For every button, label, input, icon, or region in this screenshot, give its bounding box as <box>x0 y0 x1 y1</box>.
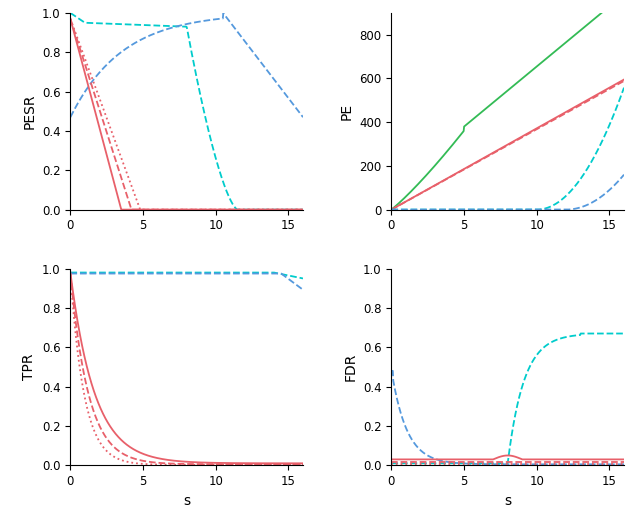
Y-axis label: TPR: TPR <box>22 354 36 380</box>
X-axis label: s: s <box>504 494 511 508</box>
Y-axis label: FDR: FDR <box>344 353 358 381</box>
Y-axis label: PE: PE <box>340 103 354 120</box>
Y-axis label: PESR: PESR <box>22 94 36 129</box>
X-axis label: s: s <box>183 494 190 508</box>
